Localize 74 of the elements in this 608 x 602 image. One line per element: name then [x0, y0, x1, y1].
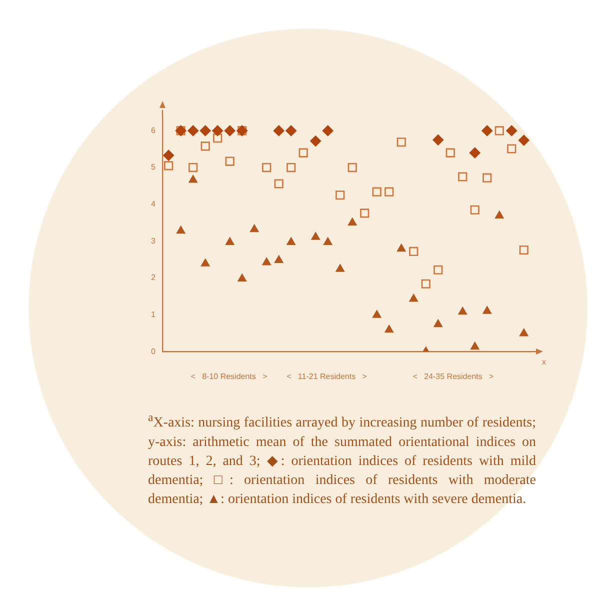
- text: < 8-10 Residents >: [190, 372, 268, 381]
- point: [274, 255, 284, 264]
- point: [482, 173, 492, 182]
- y-tick-label: 4: [150, 200, 156, 209]
- point: [434, 319, 443, 328]
- point: [286, 125, 297, 136]
- point: [224, 125, 236, 136]
- point: [298, 148, 308, 158]
- y-tick-label: 1: [150, 310, 156, 319]
- point: [323, 237, 332, 246]
- point: [311, 232, 320, 240]
- point: [250, 224, 259, 232]
- y-tick-label: 5: [150, 162, 156, 172]
- point: [286, 237, 296, 246]
- point: [200, 125, 211, 136]
- y-tick-label: 6: [150, 126, 156, 135]
- point: [225, 237, 234, 246]
- point: [262, 258, 271, 266]
- point: [421, 279, 430, 288]
- point: [494, 126, 504, 136]
- y-tick-label: 3: [150, 236, 156, 246]
- point: [212, 125, 224, 136]
- point: [384, 187, 394, 196]
- point: [458, 172, 468, 182]
- point: [348, 163, 357, 172]
- point: [372, 310, 382, 318]
- point: [310, 136, 322, 147]
- point: [322, 125, 334, 136]
- point: [238, 274, 246, 282]
- point: [409, 294, 418, 302]
- point: [336, 264, 344, 272]
- text: $^{a}$X-axis: nursing facilities arrayed by increasing number of residents; y-axis: arithmetic mean of the summated orientational indices on routes 1, 2, and 3; ◆: orientation indices of residents with mild dementia; □: orientation indices of residents with moderate dementia; ▲: orientation indices of residents with severe dementia.: [148, 410, 536, 509]
- point: [274, 179, 284, 188]
- point: [519, 245, 528, 255]
- point: [519, 328, 528, 336]
- x-axis-title: x: [542, 358, 546, 367]
- point: [286, 163, 296, 172]
- point: [494, 210, 504, 219]
- point: [446, 148, 455, 158]
- point: [348, 218, 357, 226]
- point: [360, 208, 370, 218]
- point: [164, 161, 174, 170]
- point: [506, 125, 518, 136]
- point: [482, 125, 493, 136]
- point: [188, 125, 199, 136]
- text: < 24-35 Residents >: [412, 372, 495, 381]
- point: [432, 134, 444, 146]
- point: [213, 134, 222, 143]
- point: [188, 175, 198, 183]
- point: [372, 187, 382, 196]
- point: [458, 306, 468, 315]
- point: [470, 205, 480, 214]
- y-tick-label: 0: [150, 346, 156, 356]
- point: [176, 226, 186, 234]
- point: [434, 265, 443, 274]
- point: [273, 125, 284, 136]
- y-tick-label: 2: [150, 273, 156, 282]
- point: [470, 342, 480, 350]
- point: [200, 258, 210, 266]
- point: [507, 144, 516, 154]
- point: [188, 163, 198, 172]
- point: [409, 246, 418, 256]
- point: [225, 156, 234, 166]
- text: < 11-21 Residents >: [286, 372, 368, 381]
- point: [482, 306, 492, 314]
- point: [262, 163, 272, 172]
- point: [163, 150, 174, 161]
- point: [336, 190, 345, 200]
- point: [396, 138, 406, 147]
- point: [200, 142, 210, 151]
- point: [518, 134, 530, 146]
- point: [384, 324, 394, 333]
- point: [469, 147, 480, 158]
- point: [396, 244, 406, 252]
